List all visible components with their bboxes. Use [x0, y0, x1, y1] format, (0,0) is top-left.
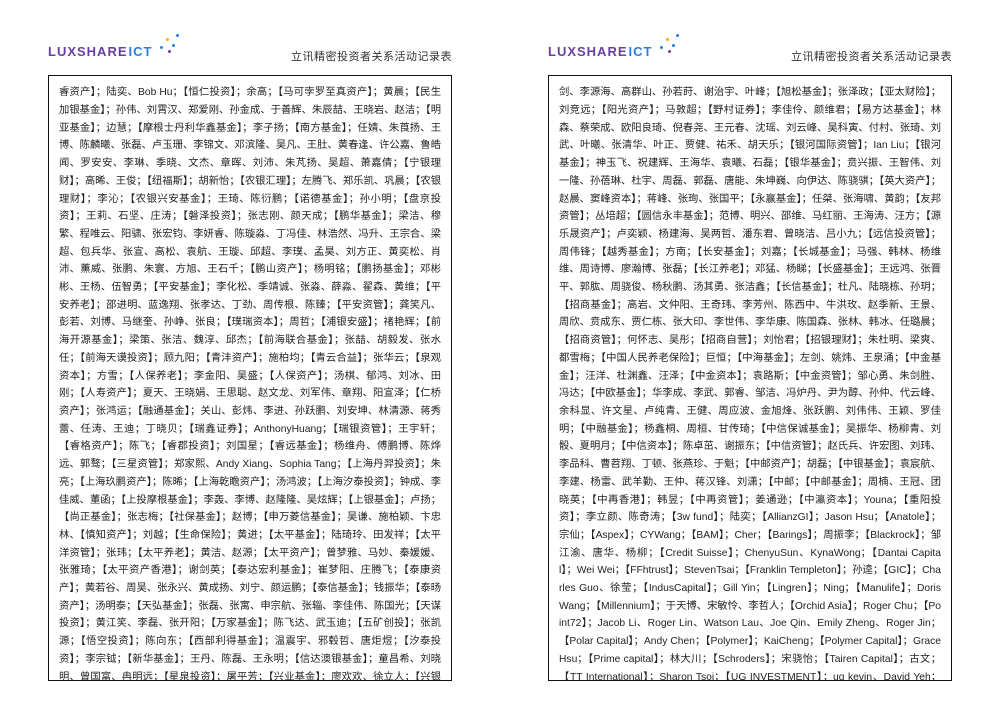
logo-dots [654, 30, 682, 56]
page-right: LUXSHAREICT 立讯精密投资者关系活动记录表 剑、李源海、高群山、孙若莳… [500, 0, 1000, 717]
content-box-left: 睿资产】；陆奕、Bob Hu；【恒仁投资】；余高；【马可孛罗至真资产】；黄晨；【… [48, 75, 452, 681]
content-box-right: 剑、李源海、高群山、孙若莳、谢治宇、叶峰；【旭松基金】；张泽政；【亚太财险】；刘… [548, 75, 952, 681]
header-left: LUXSHAREICT 立讯精密投资者关系活动记录表 [48, 34, 452, 65]
doc-title-left: 立讯精密投资者关系活动记录表 [291, 48, 452, 65]
logo-right: LUXSHAREICT [548, 37, 682, 65]
content-text-right: 剑、李源海、高群山、孙若莳、谢治宇、叶峰；【旭松基金】；张泽政；【亚太财险】；刘… [559, 84, 941, 681]
logo-left: LUXSHAREICT [48, 37, 182, 65]
page-pair: LUXSHAREICT 立讯精密投资者关系活动记录表 睿资产】；陆奕、Bob H… [0, 0, 1000, 717]
logo-text: LUXSHAREICT [48, 44, 152, 59]
logo-lux: LUXSHARE [548, 44, 628, 59]
header-right: LUXSHAREICT 立讯精密投资者关系活动记录表 [548, 34, 952, 65]
logo-ict: ICT [629, 44, 653, 59]
logo-text: LUXSHAREICT [548, 44, 652, 59]
page-left: LUXSHAREICT 立讯精密投资者关系活动记录表 睿资产】；陆奕、Bob H… [0, 0, 500, 717]
logo-lux: LUXSHARE [48, 44, 128, 59]
logo-dots [154, 30, 182, 56]
logo-ict: ICT [129, 44, 153, 59]
doc-title-right: 立讯精密投资者关系活动记录表 [791, 48, 952, 65]
content-text-left: 睿资产】；陆奕、Bob Hu；【恒仁投资】；余高；【马可孛罗至真资产】；黄晨；【… [59, 84, 441, 681]
